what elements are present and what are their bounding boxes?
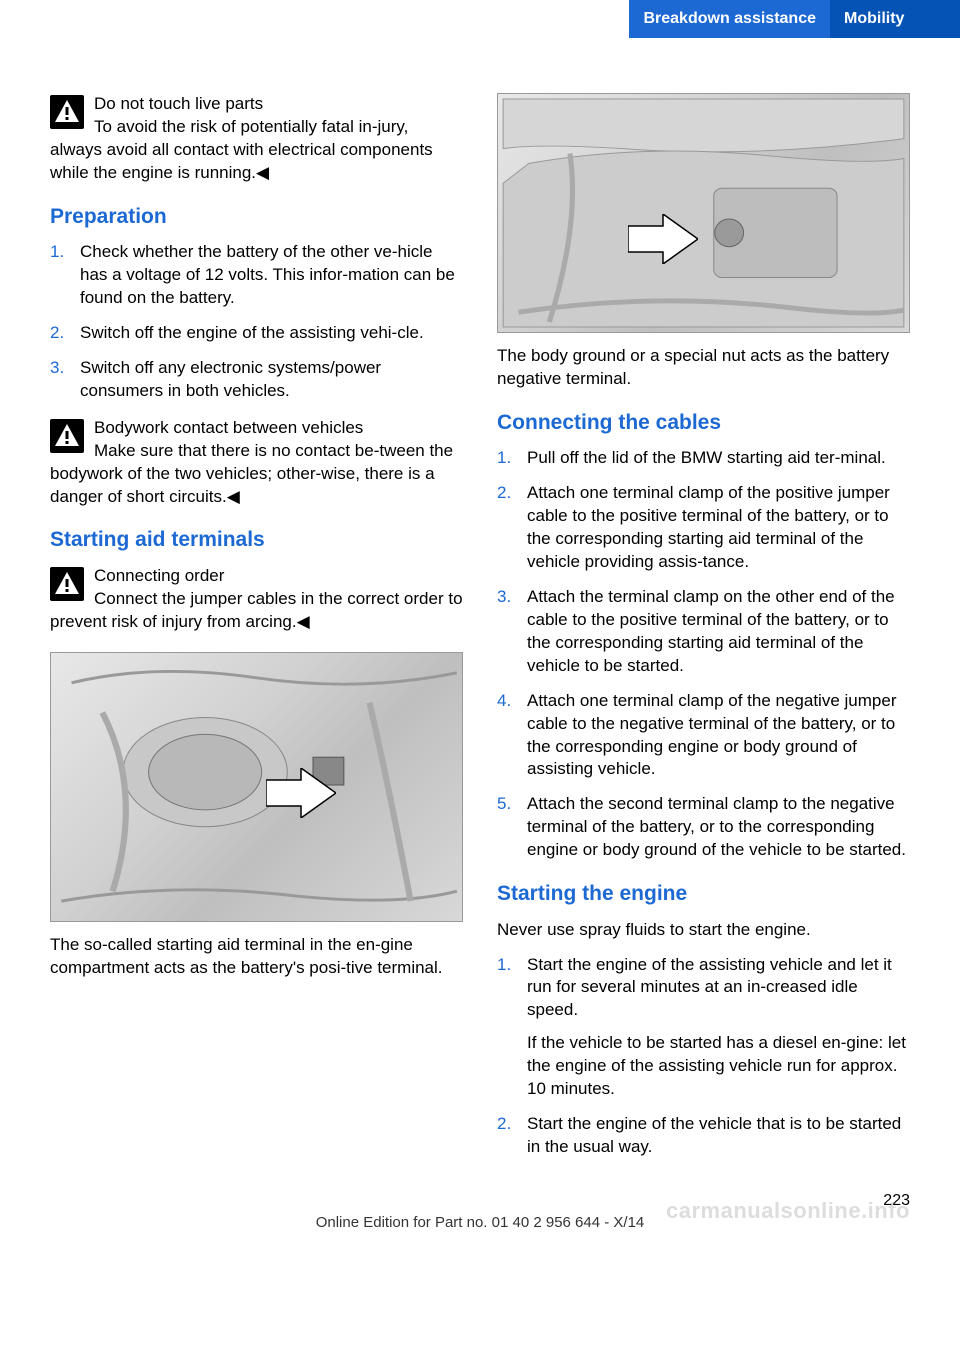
figure-negative-terminal — [497, 93, 910, 333]
list-item: Switch off the engine of the assisting v… — [50, 322, 463, 345]
step-text: Attach one terminal clamp of the positiv… — [527, 483, 890, 571]
step-text: Start the engine of the assisting vehicl… — [527, 955, 892, 1020]
list-item: Check whether the battery of the other v… — [50, 241, 463, 310]
footer-text: Online Edition for Part no. 01 40 2 956 … — [50, 1213, 910, 1233]
step-text: Pull off the lid of the BMW starting aid… — [527, 448, 886, 467]
warning-icon — [50, 419, 84, 453]
list-item: Attach one terminal clamp of the negativ… — [497, 690, 910, 782]
list-item: Start the engine of the vehicle that is … — [497, 1113, 910, 1159]
list-item: Attach one terminal clamp of the positiv… — [497, 482, 910, 574]
list-item: Attach the second terminal clamp to the … — [497, 793, 910, 862]
heading-preparation: Preparation — [50, 203, 463, 231]
step-text: Switch off the engine of the assisting v… — [80, 323, 424, 342]
warning-title: Bodywork contact between vehicles — [94, 418, 363, 437]
warning-title: Connecting order — [94, 566, 224, 585]
cable-steps: Pull off the lid of the BMW starting aid… — [497, 447, 910, 862]
right-column: The body ground or a special nut acts as… — [497, 93, 910, 1173]
header-chapter-title: Mobility — [830, 0, 960, 38]
step-text: Attach one terminal clamp of the negativ… — [527, 691, 896, 779]
header-section-title: Breakdown assistance — [629, 0, 830, 38]
heading-terminals: Starting aid terminals — [50, 526, 463, 554]
figure-positive-terminal — [50, 652, 463, 922]
warning-body: To avoid the risk of potentially fatal i… — [50, 117, 433, 182]
warning-body: Make sure that there is no contact be‐tw… — [50, 441, 453, 506]
warning-icon — [50, 567, 84, 601]
step-text: Check whether the battery of the other v… — [80, 242, 455, 307]
list-item: Pull off the lid of the BMW starting aid… — [497, 447, 910, 470]
heading-cables: Connecting the cables — [497, 409, 910, 437]
warning-box-order: Connecting order Connect the jumper cabl… — [50, 565, 463, 634]
left-column: Do not touch live parts To avoid the ris… — [50, 93, 463, 1173]
warning-title: Do not touch live parts — [94, 94, 263, 113]
step-text: Attach the terminal clamp on the other e… — [527, 587, 895, 675]
arrow-icon — [628, 214, 698, 264]
page-header: Breakdown assistance Mobility — [50, 0, 960, 38]
list-item: Attach the terminal clamp on the other e… — [497, 586, 910, 678]
content-columns: Do not touch live parts To avoid the ris… — [50, 93, 910, 1173]
warning-body: Connect the jumper cables in the correct… — [50, 589, 463, 631]
step-text: Start the engine of the vehicle that is … — [527, 1114, 901, 1156]
engine-intro: Never use spray fluids to start the engi… — [497, 919, 910, 942]
arrow-icon — [266, 768, 336, 818]
list-item: Start the engine of the assisting vehicl… — [497, 954, 910, 1102]
step-text: Attach the second terminal clamp to the … — [527, 794, 906, 859]
warning-box-bodywork: Bodywork contact between vehicles Make s… — [50, 417, 463, 509]
heading-engine: Starting the engine — [497, 880, 910, 908]
warning-icon — [50, 95, 84, 129]
page-number: 223 — [883, 1190, 910, 1212]
figure-caption: The body ground or a special nut acts as… — [497, 345, 910, 391]
engine-steps: Start the engine of the assisting vehicl… — [497, 954, 910, 1160]
figure-caption: The so-called starting aid terminal in t… — [50, 934, 463, 980]
list-item: Switch off any electronic systems/power … — [50, 357, 463, 403]
preparation-steps: Check whether the battery of the other v… — [50, 241, 463, 403]
page: Breakdown assistance Mobility Do not tou… — [0, 0, 960, 1273]
step-extra: If the vehicle to be started has a diese… — [527, 1032, 910, 1101]
warning-box-live-parts: Do not touch live parts To avoid the ris… — [50, 93, 463, 185]
step-text: Switch off any electronic systems/power … — [80, 358, 381, 400]
